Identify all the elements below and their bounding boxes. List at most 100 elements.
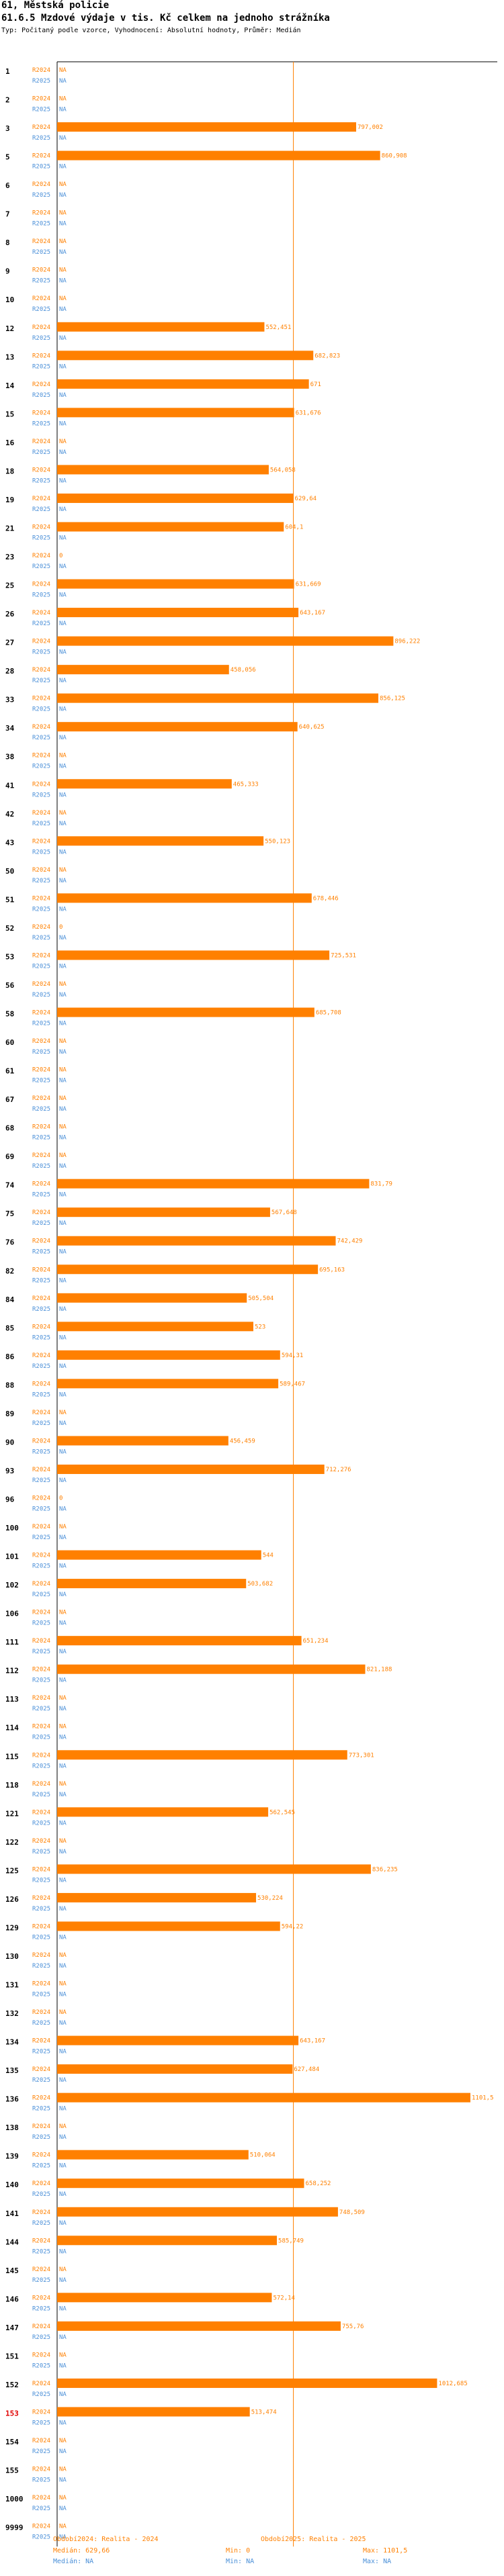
value-label-2024: 1101,5 xyxy=(472,2095,494,2102)
row-label-2024: R2024 xyxy=(32,267,50,274)
category-label: 121 xyxy=(5,1809,19,1818)
value-label-2025: NA xyxy=(59,1706,67,1712)
row-label-2025: R2025 xyxy=(32,2049,50,2056)
category-label: 6 xyxy=(5,181,10,190)
value-label-2024: 513,474 xyxy=(251,2409,277,2416)
row-label-2024: R2024 xyxy=(32,867,50,874)
value-label-2024: 465,333 xyxy=(233,781,259,788)
value-label-2025: NA xyxy=(59,1906,67,1913)
row-label-2024: R2024 xyxy=(32,2295,50,2301)
row-label-2024: R2024 xyxy=(32,2009,50,2016)
value-label-2024: NA xyxy=(59,2524,67,2530)
value-label-2025: NA xyxy=(59,1534,67,1541)
bar-2024 xyxy=(57,2321,341,2331)
value-label-2024: 773,301 xyxy=(349,1752,374,1759)
category-label: 135 xyxy=(5,2066,19,2075)
row-label-2024: R2024 xyxy=(32,1724,50,1731)
row-label-2024: R2024 xyxy=(32,1381,50,1387)
value-label-2025: NA xyxy=(59,1391,67,1398)
row-label-2025: R2025 xyxy=(32,2448,50,2455)
bar-2024 xyxy=(57,693,378,703)
row-label-2025: R2025 xyxy=(32,1592,50,1598)
value-label-2024: NA xyxy=(59,1981,67,1988)
value-label-2024: NA xyxy=(59,210,67,217)
row-label-2025: R2025 xyxy=(32,1078,50,1085)
value-label-2025: NA xyxy=(59,363,67,370)
value-label-2024: 685,708 xyxy=(316,1009,341,1016)
value-label-2024: NA xyxy=(59,2352,67,2358)
row-label-2024: R2024 xyxy=(32,410,50,416)
value-label-2024: 631,669 xyxy=(296,582,321,588)
row-label-2024: R2024 xyxy=(32,2123,50,2130)
category-label: 60 xyxy=(5,1038,14,1047)
category-label: 106 xyxy=(5,1610,19,1618)
bar-2024 xyxy=(57,2064,293,2074)
value-label-2025: NA xyxy=(59,335,67,342)
row-label-2024: R2024 xyxy=(32,1695,50,1702)
value-label-2024: NA xyxy=(59,1838,67,1845)
category-label: 114 xyxy=(5,1724,19,1733)
row-label-2024: R2024 xyxy=(32,1324,50,1330)
row-label-2024: R2024 xyxy=(32,2409,50,2416)
chart-info: Typ: Počitaný podle vzorce, Vyhodnocení:… xyxy=(1,27,301,34)
value-label-2025: NA xyxy=(59,678,67,684)
row-label-2024: R2024 xyxy=(32,1352,50,1359)
category-label: 111 xyxy=(5,1638,19,1647)
value-label-2025: NA xyxy=(59,1735,67,1741)
category-label: 14 xyxy=(5,381,15,390)
row-label-2025: R2025 xyxy=(32,821,50,827)
row-label-2025: R2025 xyxy=(32,1849,50,1855)
value-label-2025: NA xyxy=(59,1649,67,1655)
row-label-2025: R2025 xyxy=(32,563,50,570)
value-label-2025: NA xyxy=(59,221,67,228)
bar-2024 xyxy=(57,836,264,846)
category-label: 139 xyxy=(5,2152,19,2161)
row-label-2025: R2025 xyxy=(32,107,50,113)
row-label-2025: R2025 xyxy=(32,649,50,656)
bar-2024 xyxy=(57,1322,254,1332)
category-label: 8 xyxy=(5,238,10,247)
category-label: 61 xyxy=(5,1067,15,1076)
value-label-2025: NA xyxy=(59,2391,67,2398)
value-label-2024: 572,14 xyxy=(273,2295,295,2301)
category-label: 38 xyxy=(5,753,14,762)
category-label: 84 xyxy=(5,1295,15,1304)
value-label-2024: NA xyxy=(59,1152,67,1159)
row-label-2025: R2025 xyxy=(32,1906,50,1913)
value-label-2024: NA xyxy=(59,96,67,103)
value-label-2025: NA xyxy=(59,935,67,941)
row-label-2025: R2025 xyxy=(32,363,50,370)
row-label-2024: R2024 xyxy=(32,2038,50,2045)
value-label-2024: NA xyxy=(59,439,67,445)
row-label-2025: R2025 xyxy=(32,1620,50,1627)
row-label-2024: R2024 xyxy=(32,838,50,845)
value-label-2024: NA xyxy=(59,2438,67,2444)
value-label-2024: 682,823 xyxy=(314,353,340,359)
value-label-2024: 567,648 xyxy=(271,1209,297,1216)
value-label-2024: NA xyxy=(59,867,67,874)
row-label-2024: R2024 xyxy=(32,1067,50,1074)
row-label-2025: R2025 xyxy=(32,2134,50,2141)
category-label: 25 xyxy=(5,582,14,590)
row-label-2024: R2024 xyxy=(32,2352,50,2358)
value-label-2025: NA xyxy=(59,2049,67,2056)
row-label-2025: R2025 xyxy=(32,278,50,285)
row-label-2024: R2024 xyxy=(32,1981,50,1988)
row-label-2025: R2025 xyxy=(32,78,50,85)
value-label-2025: NA xyxy=(59,563,67,570)
row-label-2025: R2025 xyxy=(32,420,50,427)
value-label-2024: NA xyxy=(59,67,67,74)
row-label-2024: R2024 xyxy=(32,1952,50,1959)
row-label-2024: R2024 xyxy=(32,2495,50,2501)
bar-2024 xyxy=(57,1892,257,1902)
value-label-2025: NA xyxy=(59,821,67,827)
category-label: 76 xyxy=(5,1238,15,1247)
value-label-2024: 552,451 xyxy=(265,324,291,331)
category-label: 75 xyxy=(5,1209,14,1218)
row-label-2025: R2025 xyxy=(32,1963,50,1970)
value-label-2025: NA xyxy=(59,2362,67,2369)
value-label-2024: NA xyxy=(59,981,67,988)
value-label-2025: NA xyxy=(59,592,67,599)
bar-2024 xyxy=(57,1579,247,1589)
bar-2024 xyxy=(57,1264,319,1275)
